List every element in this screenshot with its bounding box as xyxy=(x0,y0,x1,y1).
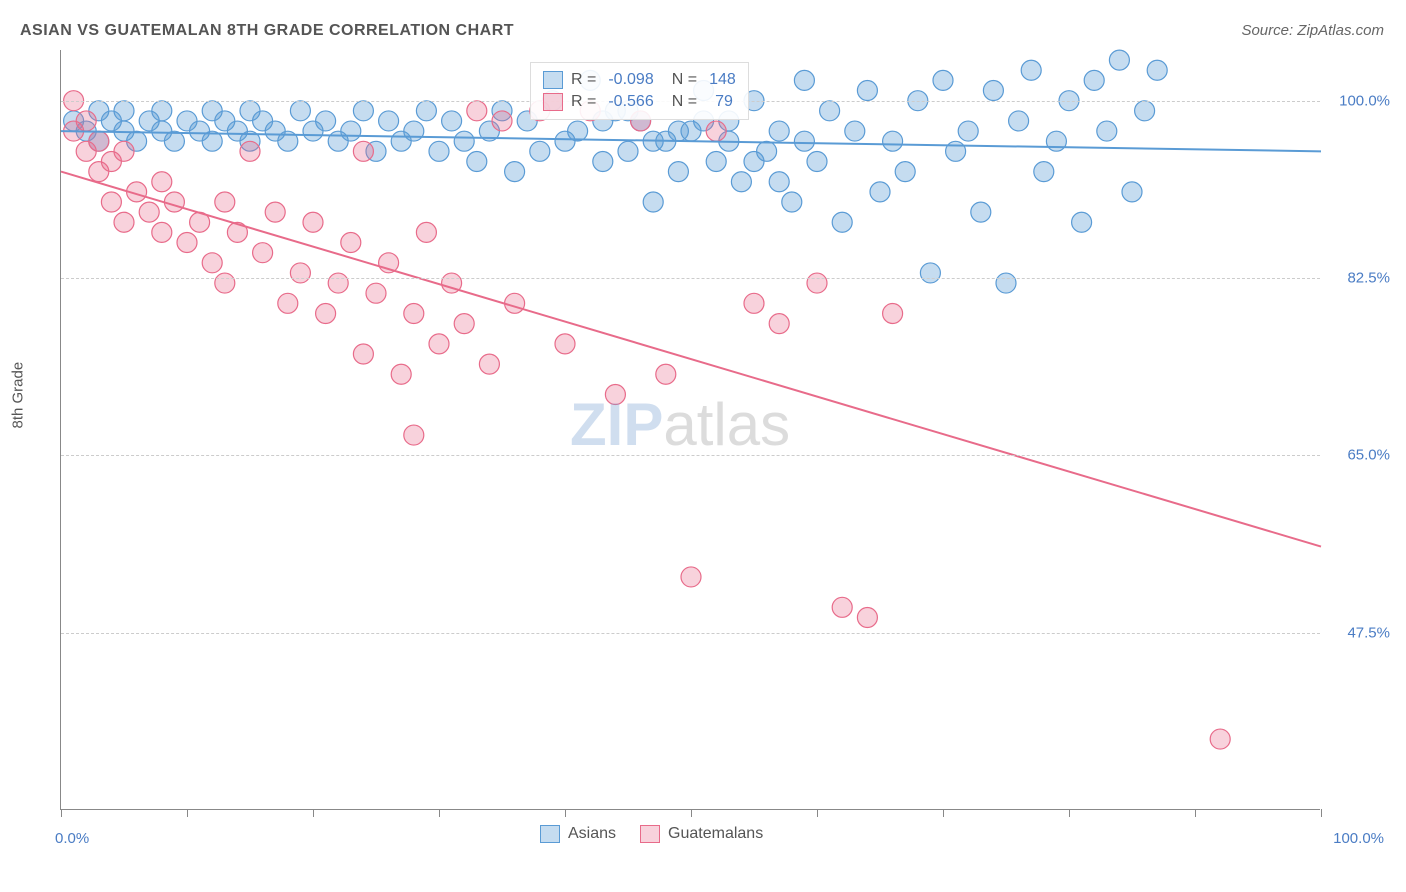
plot-area: 47.5%65.0%82.5%100.0% xyxy=(60,50,1320,810)
x-axis-start-label: 0.0% xyxy=(55,830,89,847)
legend-row-asians: R = -0.098 N = 148 xyxy=(543,69,736,91)
legend-r-guatemalans: -0.566 xyxy=(608,93,653,111)
chart-container: ASIAN VS GUATEMALAN 8TH GRADE CORRELATIO… xyxy=(0,0,1406,892)
legend-n-asians: 148 xyxy=(709,71,736,89)
legend-r-label: R = xyxy=(571,93,596,111)
legend-swatch-guatemalans xyxy=(640,825,660,843)
correlation-legend: R = -0.098 N = 148 R = -0.566 N = 79 xyxy=(530,62,749,120)
scatter-plot-svg xyxy=(61,50,1320,809)
series-legend: Asians Guatemalans xyxy=(540,825,763,843)
legend-item-guatemalans: Guatemalans xyxy=(640,825,763,843)
legend-row-guatemalans: R = -0.566 N = 79 xyxy=(543,91,736,113)
legend-n-label: N = xyxy=(672,93,697,111)
legend-r-asians: -0.098 xyxy=(608,71,653,89)
legend-n-guatemalans: 79 xyxy=(715,93,733,111)
y-axis-label: 8th Grade xyxy=(10,362,27,429)
legend-item-asians: Asians xyxy=(540,825,616,843)
legend-label-guatemalans: Guatemalans xyxy=(668,825,763,843)
y-tick-label: 65.0% xyxy=(1347,447,1390,464)
legend-swatch-guatemalans xyxy=(543,93,563,111)
legend-swatch-asians xyxy=(540,825,560,843)
source-label: Source: ZipAtlas.com xyxy=(1241,22,1384,39)
legend-swatch-asians xyxy=(543,71,563,89)
y-tick-label: 82.5% xyxy=(1347,270,1390,287)
x-axis-end-label: 100.0% xyxy=(1333,830,1384,847)
y-tick-label: 47.5% xyxy=(1347,624,1390,641)
chart-title: ASIAN VS GUATEMALAN 8TH GRADE CORRELATIO… xyxy=(20,22,514,40)
legend-label-asians: Asians xyxy=(568,825,616,843)
legend-r-label: R = xyxy=(571,71,596,89)
legend-n-label: N = xyxy=(672,71,697,89)
y-tick-label: 100.0% xyxy=(1339,92,1390,109)
